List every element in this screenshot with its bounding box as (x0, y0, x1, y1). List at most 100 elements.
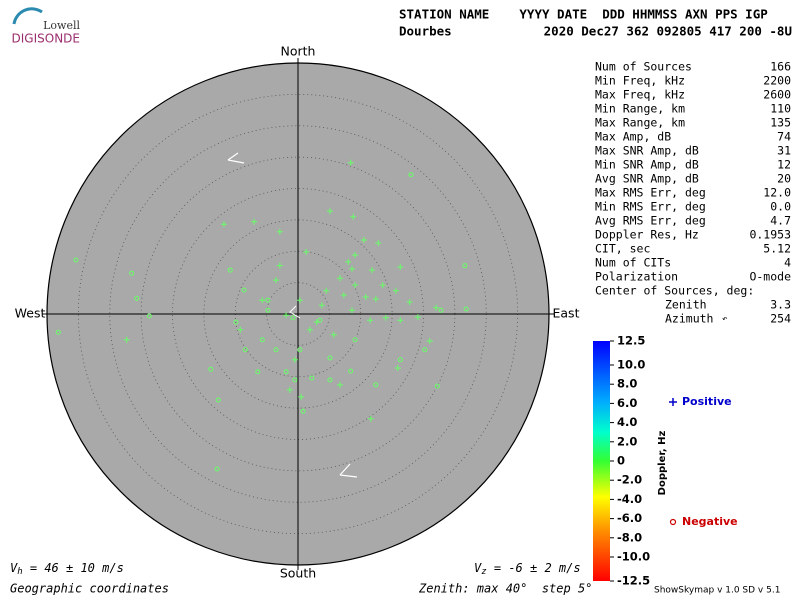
source-circle (283, 369, 289, 375)
version: ShowSkymap v 1.0 SD v 5.1 (654, 586, 780, 596)
source-plus (426, 337, 433, 344)
stat-label: Min SNR Amp, dB (595, 158, 699, 172)
stat-label: Center of Sources, deg: (595, 284, 754, 298)
source-plus (318, 302, 325, 309)
stat-label: Max Amp, dB (595, 130, 671, 144)
source-circle (300, 408, 306, 414)
colorbar-tick-label: -12.5 (617, 574, 650, 588)
north-label: North (281, 44, 316, 59)
source-plus (397, 263, 404, 270)
legend-label: Negative (682, 515, 738, 528)
source-plus (337, 381, 344, 388)
source-plus (306, 326, 313, 333)
stat-value: 74 (777, 130, 791, 144)
source-plus (296, 297, 303, 304)
stat-value: 0.1953 (749, 228, 791, 242)
stat-label: CIT, sec (595, 242, 650, 256)
colorbar-tick-label: -10.0 (617, 550, 650, 564)
source-plus (362, 294, 369, 301)
velocity-arrow (227, 152, 245, 164)
source-plus (303, 248, 310, 255)
source-circle (438, 307, 444, 313)
header-columns: STATION NAME YYYY DATE DDD HHMMSS AXN PP… (399, 7, 768, 22)
source-circle (327, 355, 333, 361)
source-circle (134, 295, 140, 301)
station-name: Dourbes (399, 24, 452, 39)
source-plus (327, 208, 334, 215)
source-circle (292, 377, 298, 383)
source-circle (273, 347, 279, 353)
stat-label: Azimuth (665, 312, 713, 326)
source-plus (291, 356, 298, 363)
colorbar-tick-label: 2.0 (617, 434, 637, 448)
source-plus (286, 386, 293, 393)
velocity-arrow (339, 463, 358, 478)
colorbar-tick-label: -8.0 (617, 530, 642, 544)
source-circle (233, 319, 239, 325)
source-plus (348, 265, 355, 272)
south-label: South (280, 566, 316, 581)
stat-label: Num of Sources (595, 60, 692, 74)
center-marker (289, 305, 301, 319)
source-plus (433, 304, 440, 311)
source-circle (259, 337, 265, 343)
legend-symbol (669, 518, 677, 526)
source-plus (298, 393, 305, 400)
source-plus (352, 252, 359, 259)
colorbar-tick-label: -2.0 (617, 473, 642, 487)
vz: Vz = -6 ± 2 m/s (474, 561, 581, 577)
stat-value: 3.3 (770, 298, 791, 312)
colorbar-tick-label: -4.0 (617, 492, 642, 506)
stat-label: Avg SNR Amp, dB (595, 172, 699, 186)
stat-label: Min RMS Err, deg (595, 200, 706, 214)
logo-top: Lowell (43, 19, 80, 32)
stat-value: 2600 (763, 88, 791, 102)
colorbar-tick-label: 0 (617, 454, 625, 468)
source-circle (208, 366, 214, 372)
source-circle (352, 337, 358, 343)
source-plus (251, 218, 258, 225)
source-circle (373, 382, 379, 388)
east-label: East (553, 306, 580, 321)
stat-value: 110 (770, 102, 791, 116)
source-circle (348, 368, 354, 374)
stat-value: 0.0 (770, 200, 791, 214)
legend-symbol (669, 398, 677, 406)
stat-label: Polarization (595, 270, 678, 284)
source-plus (276, 262, 283, 269)
source-circle (309, 375, 315, 381)
source-circle (215, 397, 221, 403)
source-plus (406, 299, 413, 306)
legend-label: Positive (682, 395, 732, 408)
source-plus (348, 307, 355, 314)
source-plus (394, 364, 401, 371)
stat-value: 4 (784, 256, 791, 270)
source-circle (327, 377, 333, 383)
source-plus (123, 336, 130, 343)
colorbar-tick-label: -6.0 (617, 511, 642, 525)
source-circle (422, 347, 428, 353)
stat-label: Min Freq, kHz (595, 74, 685, 88)
vh: Vh = 46 ± 10 m/s (10, 561, 124, 577)
source-circle (463, 306, 469, 312)
source-plus (337, 275, 344, 282)
source-circle (290, 315, 296, 321)
source-circle (265, 307, 271, 313)
source-circle (214, 466, 220, 472)
source-circle (297, 347, 303, 353)
source-circle (397, 357, 403, 363)
source-plus (372, 295, 379, 302)
stat-label: Max Range, km (595, 116, 685, 130)
source-circle (129, 270, 135, 276)
source-plus (220, 221, 227, 228)
source-circle (227, 267, 233, 273)
logo-bottom: DIGISONDE (12, 32, 80, 46)
stat-value: 4.7 (770, 214, 791, 228)
stat-label: Max Freq, kHz (595, 88, 685, 102)
stat-label: Num of CITs (595, 256, 671, 270)
source-plus (367, 317, 374, 324)
source-circle (317, 317, 323, 323)
stat-label: Max RMS Err, deg (595, 186, 706, 200)
colorbar-tick-label: 4.0 (617, 415, 637, 429)
